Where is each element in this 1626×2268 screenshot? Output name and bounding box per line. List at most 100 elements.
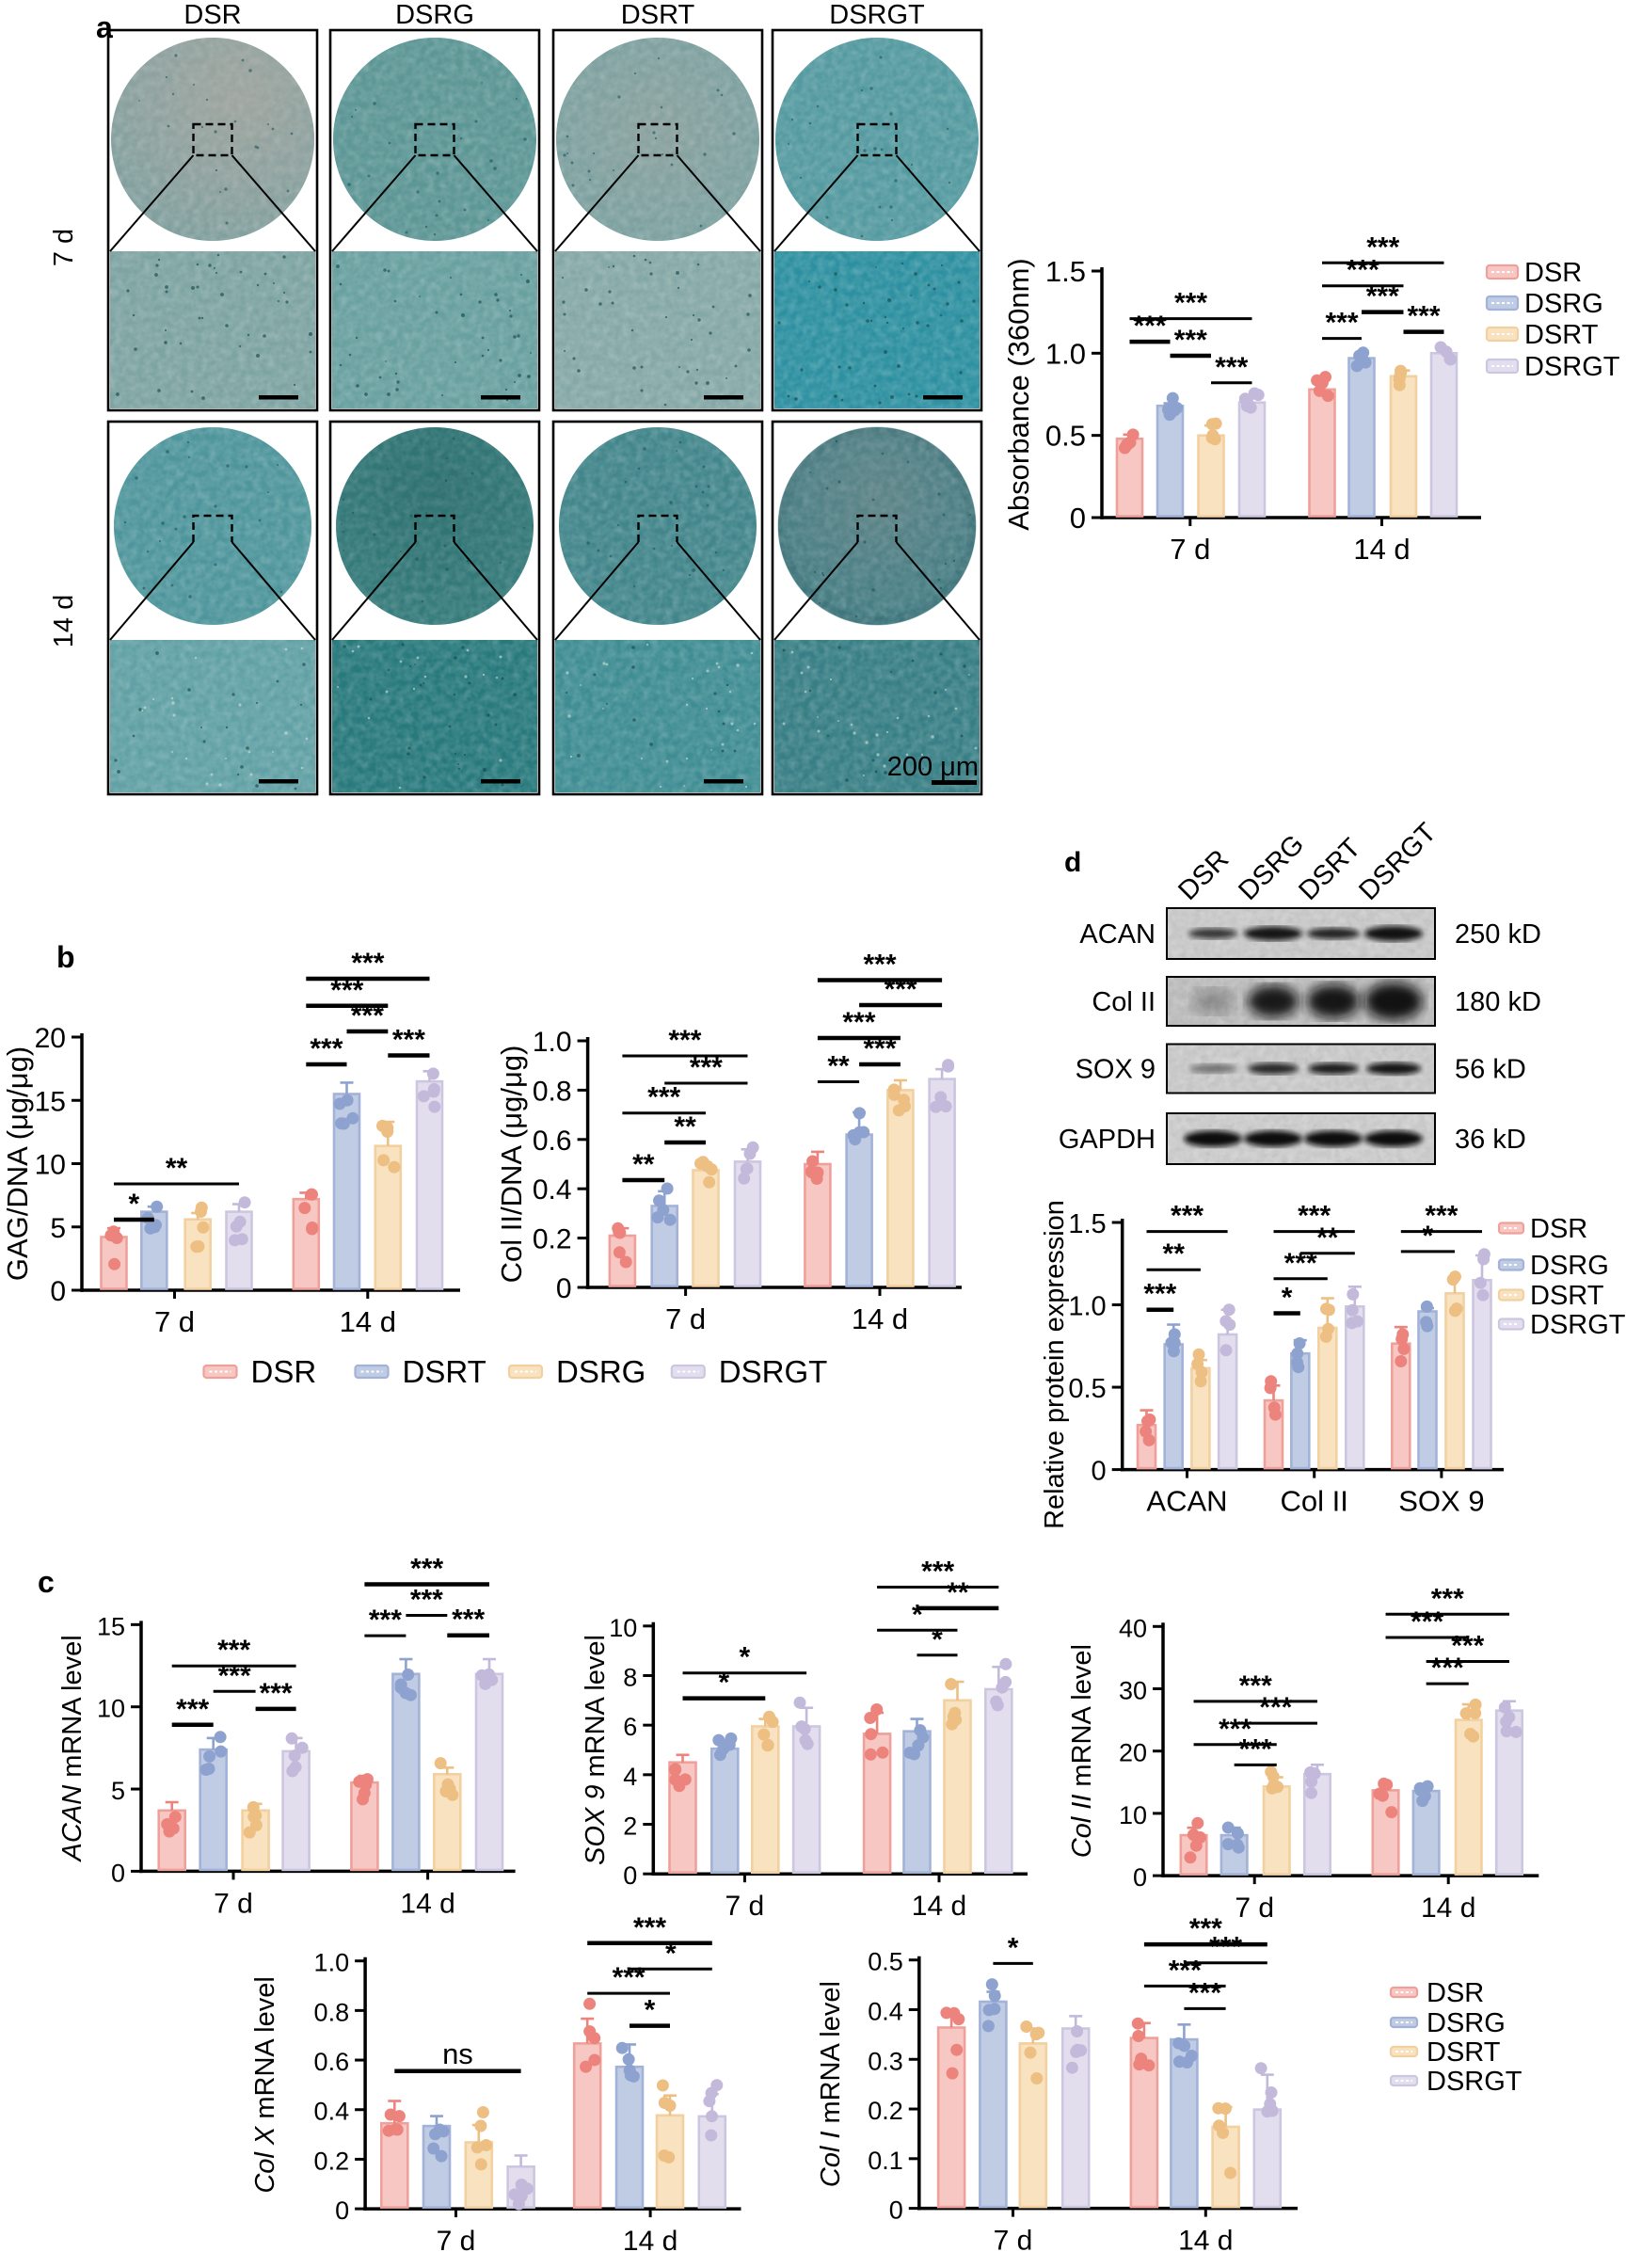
svg-text:DSRT: DSRT (403, 1354, 486, 1389)
svg-text:*: * (129, 1189, 140, 1220)
svg-text:***: *** (1425, 1201, 1458, 1232)
svg-text:***: *** (1143, 1279, 1176, 1310)
svg-text:180 kD: 180 kD (1455, 987, 1541, 1017)
svg-text:***: *** (1347, 255, 1379, 286)
svg-text:DSRGT: DSRGT (1530, 1310, 1626, 1340)
svg-text:***: *** (1298, 1201, 1331, 1232)
svg-text:0.2: 0.2 (868, 2097, 903, 2125)
svg-text:***: *** (1325, 308, 1358, 339)
svg-text:Col I mRNA level: Col I mRNA level (816, 1981, 846, 2187)
svg-text:0: 0 (1070, 502, 1086, 535)
svg-text:*: * (1423, 1221, 1434, 1252)
svg-text:14 d: 14 d (1421, 1893, 1475, 1924)
svg-text:b: b (56, 940, 75, 974)
svg-text:10: 10 (1119, 1801, 1147, 1829)
svg-text:15: 15 (97, 1612, 125, 1640)
svg-text:0.4: 0.4 (533, 1174, 572, 1206)
svg-text:***: *** (1133, 311, 1166, 342)
svg-text:7 d: 7 d (1235, 1893, 1274, 1924)
svg-text:Col II/DNA (μg/μg): Col II/DNA (μg/μg) (495, 1046, 528, 1284)
svg-text:Relative protein expression: Relative protein expression (1040, 1200, 1070, 1529)
svg-text:ACAN mRNA level: ACAN mRNA level (57, 1635, 88, 1862)
svg-text:DSRG: DSRG (556, 1354, 646, 1389)
svg-text:1.0: 1.0 (533, 1027, 572, 1058)
svg-text:DSRT: DSRT (621, 0, 695, 30)
svg-text:**: ** (1316, 1222, 1339, 1254)
svg-text:14 d: 14 d (623, 2226, 678, 2257)
svg-text:7 d: 7 d (214, 1888, 253, 1919)
svg-text:***: *** (310, 1033, 343, 1064)
svg-text:***: *** (1239, 1733, 1272, 1765)
svg-text:0: 0 (556, 1273, 572, 1304)
svg-text:0.8: 0.8 (533, 1076, 572, 1107)
svg-text:***: *** (1209, 1932, 1242, 1963)
svg-text:30: 30 (1119, 1677, 1147, 1705)
svg-text:DSR: DSR (1427, 1978, 1484, 2008)
svg-text:15: 15 (35, 1086, 66, 1117)
svg-text:*: * (1282, 1283, 1293, 1314)
svg-text:10: 10 (609, 1614, 637, 1642)
svg-text:0.1: 0.1 (868, 2147, 903, 2175)
svg-text:**: ** (1163, 1238, 1186, 1270)
svg-text:14 d: 14 d (1178, 2226, 1233, 2257)
svg-text:0: 0 (111, 1859, 125, 1887)
svg-text:6: 6 (623, 1713, 637, 1741)
svg-text:0: 0 (889, 2196, 903, 2225)
svg-text:14 d: 14 d (912, 1891, 966, 1922)
svg-text:0.4: 0.4 (314, 2098, 350, 2126)
svg-text:***: *** (1451, 1631, 1484, 1662)
svg-text:DSRG: DSRG (395, 0, 474, 30)
svg-text:DSRT: DSRT (1427, 2037, 1501, 2068)
svg-text:***: *** (392, 1025, 425, 1056)
svg-text:1.0: 1.0 (1068, 1292, 1106, 1322)
svg-text:d: d (1064, 847, 1081, 878)
svg-text:40: 40 (1119, 1614, 1147, 1642)
svg-text:0.5: 0.5 (868, 1948, 903, 1976)
svg-text:***: *** (410, 1585, 443, 1616)
svg-text:*: * (1008, 1932, 1019, 1963)
svg-text:5: 5 (50, 1213, 66, 1244)
svg-text:0: 0 (335, 2196, 349, 2225)
svg-text:ACAN: ACAN (1079, 919, 1156, 950)
svg-text:***: *** (176, 1694, 209, 1725)
svg-text:0.6: 0.6 (314, 2048, 350, 2076)
svg-text:1.0: 1.0 (1045, 337, 1086, 370)
svg-text:DSRGT: DSRGT (1427, 2067, 1522, 2097)
svg-text:0.6: 0.6 (533, 1126, 572, 1157)
svg-text:**: ** (674, 1111, 696, 1142)
svg-text:0.5: 0.5 (1068, 1374, 1106, 1404)
svg-text:ACAN: ACAN (1146, 1485, 1227, 1518)
svg-text:250 kD: 250 kD (1455, 919, 1541, 950)
svg-text:0: 0 (50, 1276, 66, 1307)
svg-text:1.5: 1.5 (1045, 255, 1086, 288)
svg-text:DSR: DSR (1524, 258, 1582, 288)
svg-text:SOX 9: SOX 9 (1076, 1055, 1156, 1085)
svg-text:***: *** (1171, 1201, 1204, 1232)
svg-text:1.5: 1.5 (1068, 1209, 1106, 1239)
svg-text:***: *** (1188, 1977, 1221, 2008)
svg-text:Absorbance (360nm): Absorbance (360nm) (1002, 258, 1035, 531)
svg-text:***: *** (1407, 301, 1440, 332)
svg-text:DSR: DSR (1530, 1214, 1587, 1244)
svg-text:***: *** (217, 1635, 250, 1666)
svg-text:SOX 9: SOX 9 (1398, 1485, 1484, 1518)
svg-text:***: *** (1431, 1653, 1464, 1684)
svg-text:*: * (719, 1668, 730, 1699)
svg-text:***: *** (633, 1912, 666, 1943)
svg-text:***: *** (647, 1082, 680, 1113)
svg-text:GAG/DNA (μg/μg): GAG/DNA (μg/μg) (1, 1046, 34, 1281)
svg-text:Col II mRNA level: Col II mRNA level (1067, 1644, 1097, 1858)
svg-text:200 μm: 200 μm (887, 752, 979, 782)
svg-text:***: *** (842, 1007, 875, 1038)
svg-text:2: 2 (623, 1813, 637, 1841)
svg-text:a: a (96, 10, 113, 44)
svg-text:7 d: 7 d (437, 2226, 476, 2257)
svg-text:DSRG: DSRG (1524, 289, 1603, 319)
svg-text:*: * (645, 1995, 656, 2026)
svg-text:DSRGT: DSRGT (719, 1354, 828, 1389)
svg-text:***: *** (863, 950, 896, 981)
svg-text:0: 0 (1133, 1863, 1147, 1892)
svg-text:DSRG: DSRG (1427, 2008, 1506, 2038)
svg-text:***: *** (1411, 1606, 1443, 1637)
svg-text:14 d: 14 d (1353, 533, 1410, 566)
